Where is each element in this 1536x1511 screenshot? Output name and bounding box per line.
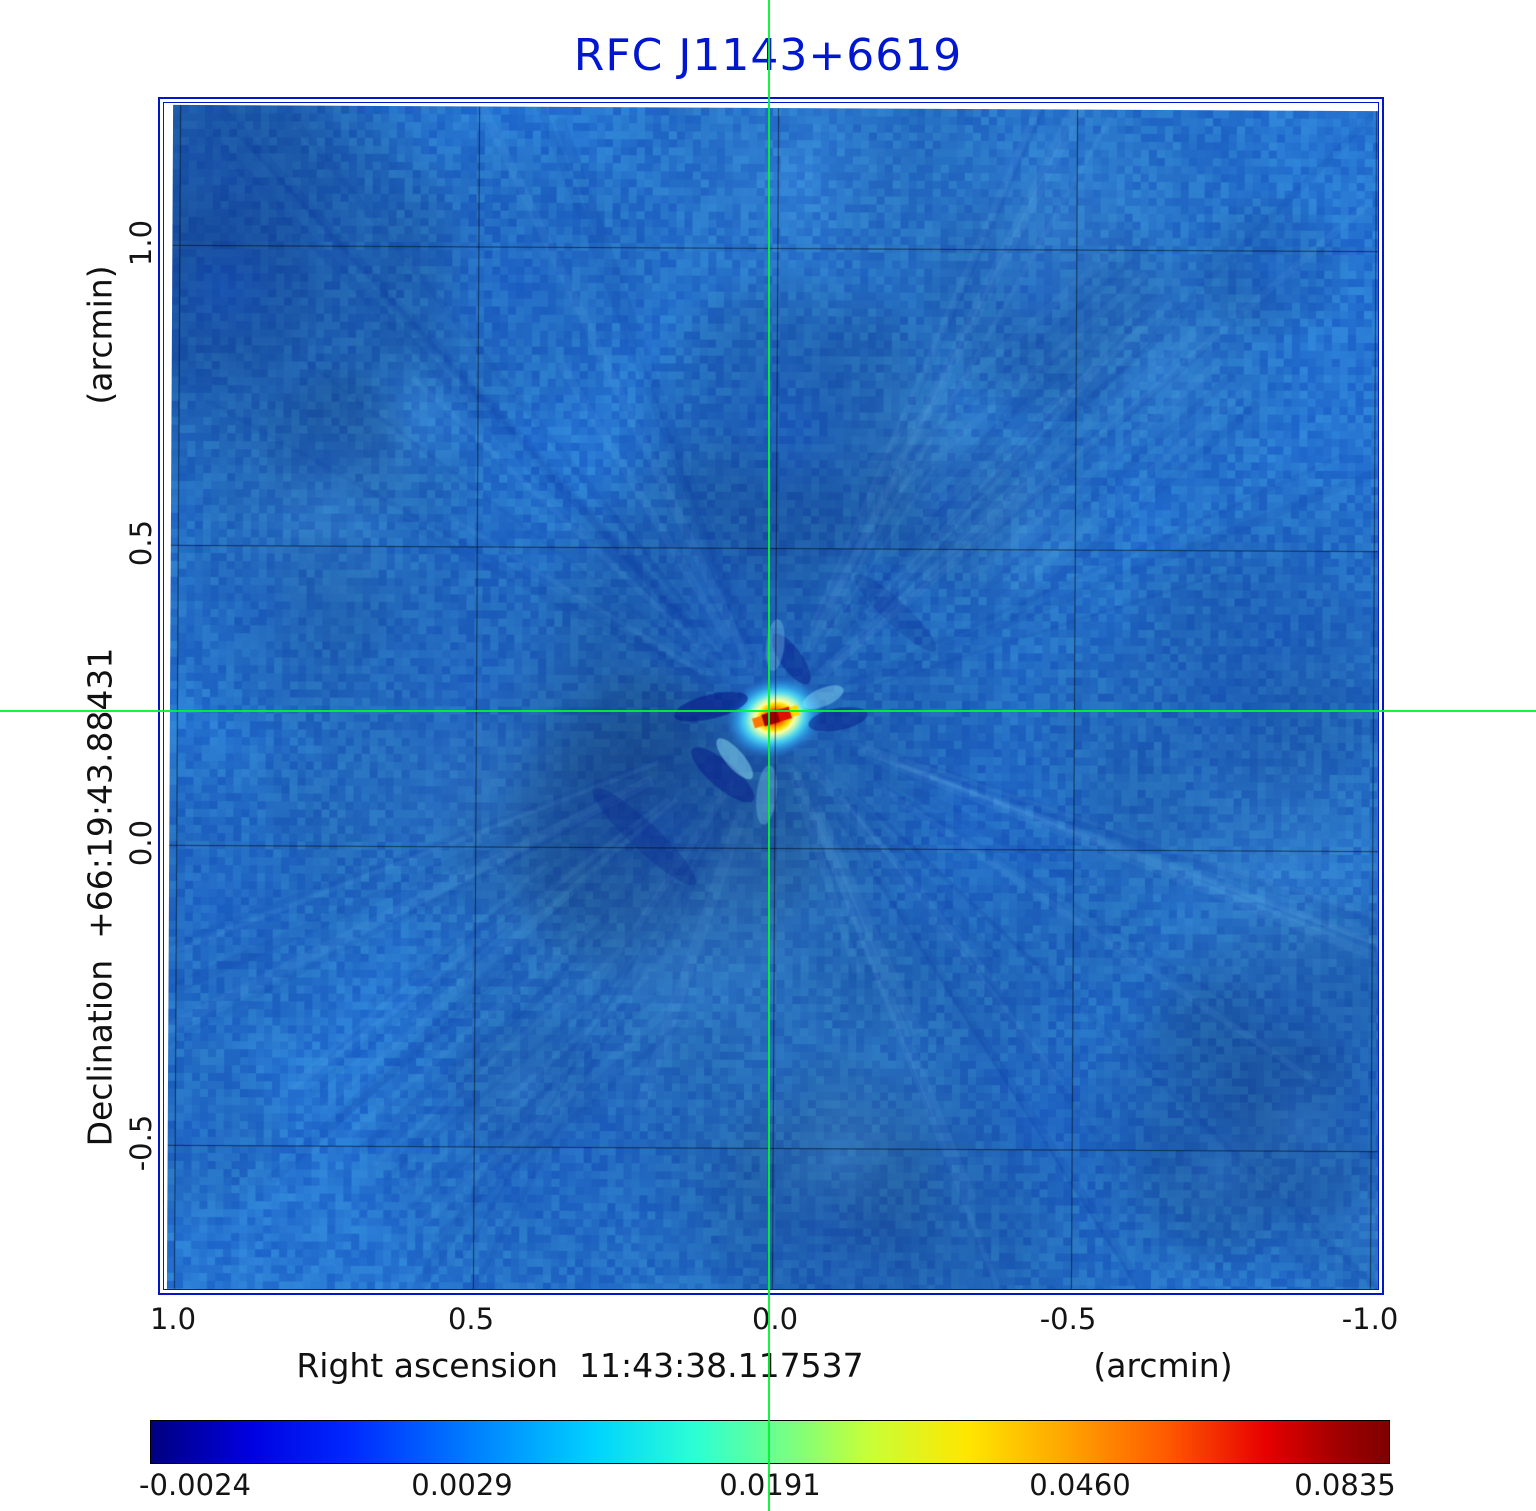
colorbar-tick-label: -0.0024 <box>139 1468 251 1502</box>
colorbar-gradient <box>150 1420 1390 1464</box>
x-tick-label: 1.0 <box>149 1302 197 1336</box>
colorbar-tick-label: 0.0191 <box>719 1468 821 1502</box>
x-tick-label: 0.5 <box>447 1302 495 1336</box>
colorbar-tick-label: 0.0029 <box>411 1468 513 1502</box>
y-tick-label: 0.5 <box>124 519 158 567</box>
crosshair-horizontal-line <box>0 710 1536 712</box>
y-tick-label: 1.0 <box>124 219 158 267</box>
x-tick-label: 0.0 <box>751 1302 799 1336</box>
crosshair-vertical-line <box>768 0 770 1511</box>
map-frame <box>158 97 1384 1295</box>
y-tick-label: -0.5 <box>124 1114 158 1172</box>
x-tick-label: -1.0 <box>1341 1302 1399 1336</box>
x-axis-unit: (arcmin) <box>1093 1346 1233 1385</box>
map-frame-inner <box>163 102 1379 1290</box>
y-tick-label: 0.0 <box>124 819 158 867</box>
y-axis-label: Declination +66:19:43.88431 <box>80 647 120 1147</box>
x-axis-label: Right ascension 11:43:38.117537 <box>296 1346 864 1385</box>
x-tick-label: -0.5 <box>1039 1302 1097 1336</box>
colorbar-tick-label: 0.0835 <box>1294 1468 1396 1502</box>
radio-map-canvas <box>166 104 1378 1289</box>
figure-title: RFC J1143+6619 <box>573 30 963 81</box>
y-axis-unit: (arcmin) <box>80 265 120 405</box>
colorbar-tick-label: 0.0460 <box>1029 1468 1131 1502</box>
